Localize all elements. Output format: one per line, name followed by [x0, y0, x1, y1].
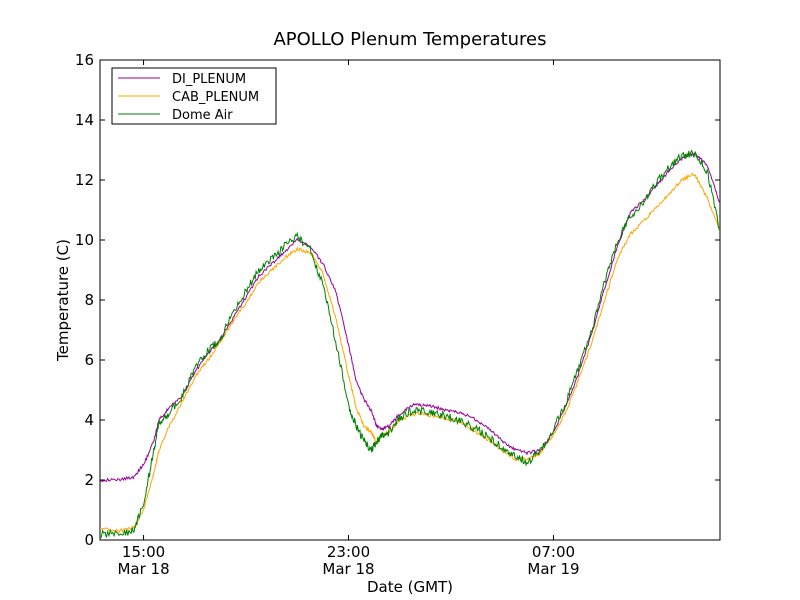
x-tick-date-label: Mar 18: [322, 560, 374, 578]
x-tick-label: 07:00: [532, 543, 575, 561]
chart-title: APOLLO Plenum Temperatures: [273, 29, 546, 50]
y-tick-label: 4: [84, 411, 94, 429]
y-axis-label: Temperature (C): [54, 239, 72, 362]
legend-label: Dome Air: [172, 108, 233, 123]
y-tick-label: 10: [75, 231, 94, 249]
x-tick-date-label: Mar 19: [527, 560, 579, 578]
series-line-cab-plenum: [100, 172, 720, 534]
y-tick-label: 2: [84, 471, 94, 489]
x-axis-label: Date (GMT): [367, 578, 453, 596]
y-ticks: 0 2 4 6 8 10 12 14 16: [75, 51, 720, 549]
y-tick-label: 0: [84, 531, 94, 549]
y-tick-label: 12: [75, 171, 94, 189]
series-line-dome-air: [100, 149, 720, 539]
x-tick-label: 23:00: [327, 543, 370, 561]
legend: DI_PLENUM CAB_PLENUM Dome Air: [111, 67, 277, 125]
series-layer: [100, 149, 720, 539]
legend-label: CAB_PLENUM: [172, 90, 259, 105]
legend-label: DI_PLENUM: [172, 72, 246, 87]
plot-area: [99, 59, 721, 541]
y-tick-label: 8: [84, 291, 94, 309]
x-tick-date-label: Mar 18: [117, 560, 169, 578]
y-tick-label: 14: [75, 111, 94, 129]
y-tick-label: 6: [84, 351, 94, 369]
series-line-di-plenum: [100, 151, 720, 482]
x-tick-label: 15:00: [122, 543, 165, 561]
y-tick-label: 16: [75, 51, 94, 69]
